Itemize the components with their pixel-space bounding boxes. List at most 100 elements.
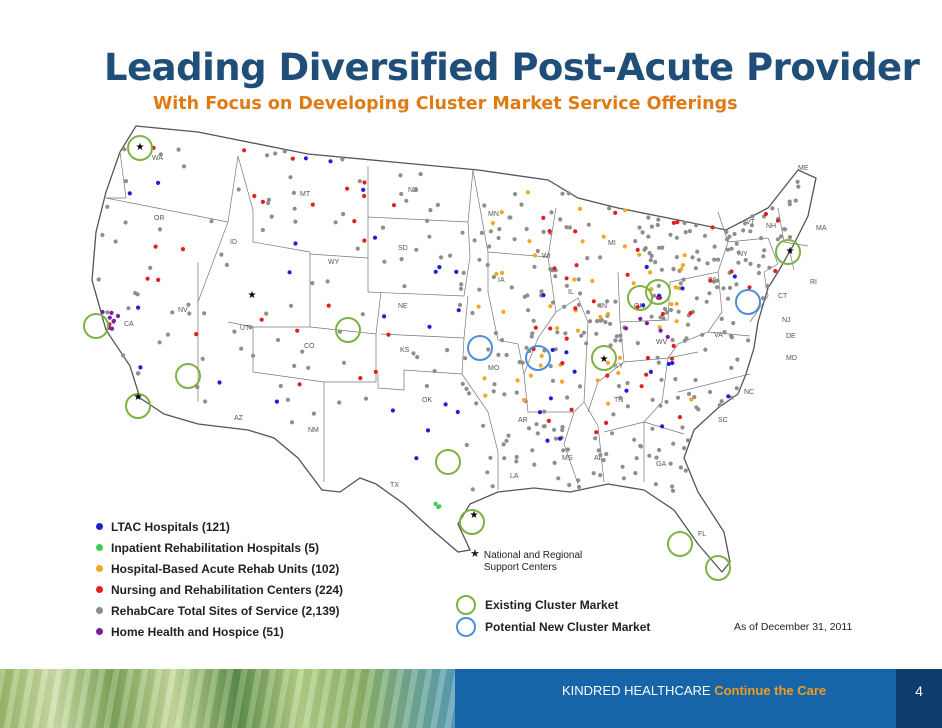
legend-item-harus: Hospital-Based Acute Rehab Units (102) <box>96 558 343 579</box>
rehabcare-site-marker <box>707 291 712 296</box>
rehabcare-site-marker <box>418 172 423 177</box>
rehabcare-site-marker <box>729 395 734 400</box>
rehabcare-site-marker <box>438 255 444 260</box>
state-border <box>523 373 579 485</box>
rehabcare-site-marker <box>633 239 638 244</box>
nursing-center-marker <box>180 247 186 252</box>
rehabcare-site-marker <box>715 278 720 283</box>
rehabcare-site-marker <box>566 191 571 196</box>
rehabcare-site-marker <box>652 293 657 298</box>
rehabcare-site-marker <box>729 365 734 370</box>
state-border <box>472 169 525 375</box>
rehabcare-site-marker <box>524 345 529 350</box>
nursing-center-marker <box>352 219 357 224</box>
home-health-marker <box>658 328 663 333</box>
acute-rehab-unit-marker <box>623 208 628 213</box>
state-label: UT <box>240 325 250 332</box>
rehabcare-site-marker <box>594 331 599 336</box>
existing-cluster-ring <box>705 555 731 581</box>
nursing-center-marker <box>386 332 391 337</box>
rehabcare-site-marker <box>674 235 680 240</box>
nursing-center-marker <box>763 211 769 217</box>
rehabcare-site-marker <box>176 147 181 152</box>
ltac-hospital-marker <box>454 269 459 274</box>
rehabcare-site-marker <box>584 341 589 346</box>
acute-rehab-unit-marker <box>483 393 488 398</box>
ltac-hospital-marker <box>666 361 671 367</box>
acute-rehab-unit-marker <box>680 263 686 268</box>
ltac-hospital-marker <box>293 241 298 246</box>
rehabcare-site-marker <box>485 470 490 475</box>
rehabcare-site-marker <box>427 234 432 239</box>
rehabcare-site-marker <box>445 348 450 353</box>
rehabcare-site-marker <box>530 448 535 453</box>
rehabcare-site-marker <box>398 173 403 178</box>
state-label: ND <box>408 187 418 194</box>
acute-rehab-unit-marker <box>616 370 621 376</box>
rehabcare-site-marker <box>687 229 693 234</box>
home-health-marker <box>638 316 643 321</box>
state-border <box>324 334 377 383</box>
state-border <box>252 241 311 253</box>
rehabcare-site-marker <box>548 364 553 369</box>
rehabcare-site-marker <box>479 230 484 235</box>
rehabcare-site-marker <box>625 380 630 386</box>
rehabcare-site-marker <box>288 303 294 308</box>
rehabcare-site-marker <box>598 473 603 478</box>
state-label: SC <box>718 417 728 424</box>
ltac-hospital-marker <box>217 380 222 385</box>
ltac-hospital-marker <box>427 324 432 329</box>
state-label: TX <box>390 482 399 489</box>
rehabcare-site-marker <box>525 293 530 298</box>
rehabcare-site-marker <box>428 208 433 213</box>
rehabcare-site-marker <box>548 267 553 272</box>
rehabcare-site-marker <box>614 334 619 339</box>
rehabcare-site-marker <box>736 250 741 255</box>
state-border <box>789 251 795 271</box>
support-center-star-icon: ★ <box>786 246 795 257</box>
rehabcare-site-marker <box>696 407 701 412</box>
state-label: IA <box>498 277 505 284</box>
nursing-center-marker <box>574 263 579 268</box>
footer-brand-bar <box>455 669 896 728</box>
rehabcare-site-marker <box>640 230 645 235</box>
gray-dot-icon <box>96 607 103 614</box>
rehabcare-site-marker <box>761 254 766 259</box>
rehabcare-site-marker <box>285 397 290 402</box>
rehabcare-site-marker <box>692 395 697 400</box>
rehabcare-site-marker <box>646 234 651 239</box>
rehabcare-site-marker <box>488 455 493 460</box>
nursing-center-marker <box>260 199 265 204</box>
rehabcare-site-marker <box>716 257 721 262</box>
rehabcare-site-marker <box>673 377 678 382</box>
rehabcare-site-marker <box>504 438 509 443</box>
ltac-hospital-marker <box>732 274 737 279</box>
rehabcare-site-marker <box>404 198 409 203</box>
acute-rehab-unit-marker <box>648 270 653 275</box>
rehabcare-site-marker <box>529 334 534 339</box>
home-health-marker <box>115 313 121 319</box>
rehabcare-site-marker <box>664 310 670 315</box>
rehabcare-site-marker <box>664 399 669 404</box>
state-border <box>777 207 785 243</box>
acute-rehab-unit-marker <box>527 239 532 244</box>
rehabcare-site-marker <box>648 258 653 263</box>
legend-item-home-health: Home Health and Hospice (51) <box>96 621 343 642</box>
rehabcare-site-marker <box>637 225 642 230</box>
state-border <box>523 256 557 375</box>
acute-rehab-unit-marker <box>617 355 623 360</box>
rehabcare-site-marker <box>457 302 463 308</box>
rehabcare-site-marker <box>519 202 524 207</box>
state-label: NE <box>398 303 408 310</box>
state-border <box>105 197 229 223</box>
acute-rehab-unit-marker <box>577 206 583 211</box>
state-label: AZ <box>234 415 244 422</box>
acute-rehab-unit-marker <box>657 325 662 330</box>
rehabcare-site-marker <box>770 206 775 211</box>
rehabcare-site-marker <box>586 222 591 227</box>
nursing-center-marker <box>564 276 569 281</box>
state-label: NV <box>178 307 188 314</box>
acute-rehab-unit-marker <box>548 304 553 309</box>
rehabcare-site-marker <box>756 263 761 268</box>
rehabcare-site-marker <box>731 321 736 326</box>
